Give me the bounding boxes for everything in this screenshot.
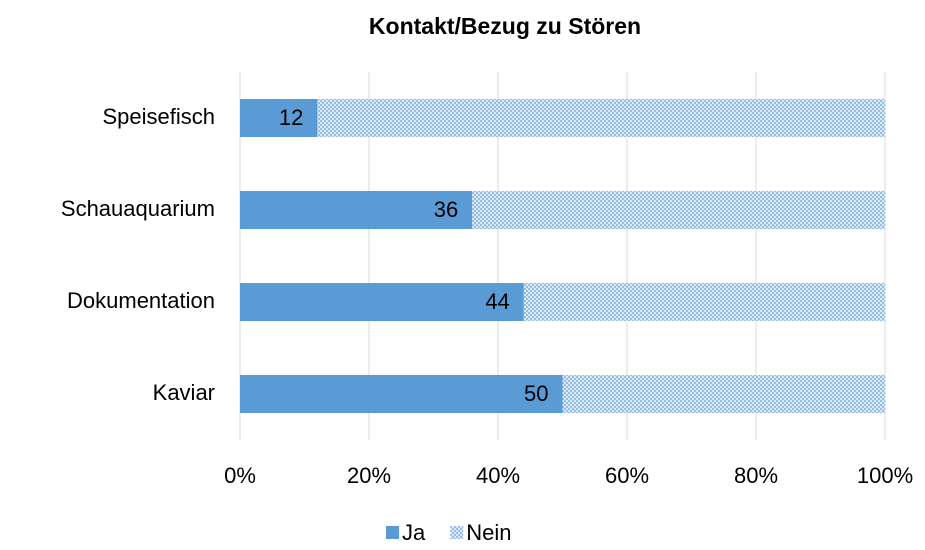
y-tick-label: Speisefisch <box>102 104 215 129</box>
y-tick-label: Dokumentation <box>67 288 215 313</box>
bar-segment <box>240 191 473 229</box>
bar-segment <box>523 283 885 321</box>
y-tick-label: Schauaquarium <box>61 196 215 221</box>
x-tick-label: 20% <box>347 463 391 488</box>
legend-swatch <box>386 526 399 539</box>
x-tick-label: 60% <box>605 463 649 488</box>
x-tick-label: 80% <box>734 463 778 488</box>
chart-title: Kontakt/Bezug zu Stören <box>369 13 641 39</box>
bar-segment <box>317 99 885 137</box>
bar-segment <box>472 191 885 229</box>
bar-segment <box>240 99 318 137</box>
legend-label: Ja <box>402 520 426 545</box>
data-label: 44 <box>485 289 509 314</box>
y-tick-label: Kaviar <box>153 380 215 405</box>
legend-swatch <box>450 526 464 539</box>
x-tick-label: 0% <box>224 463 256 488</box>
bar-segment <box>240 375 563 413</box>
bar-segment <box>562 375 885 413</box>
data-label: 36 <box>434 197 458 222</box>
legend-label: Nein <box>466 520 511 545</box>
x-tick-label: 100% <box>857 463 913 488</box>
data-label: 12 <box>279 105 303 130</box>
data-label: 50 <box>524 381 548 406</box>
x-tick-label: 40% <box>476 463 520 488</box>
bar-segment <box>240 283 524 321</box>
